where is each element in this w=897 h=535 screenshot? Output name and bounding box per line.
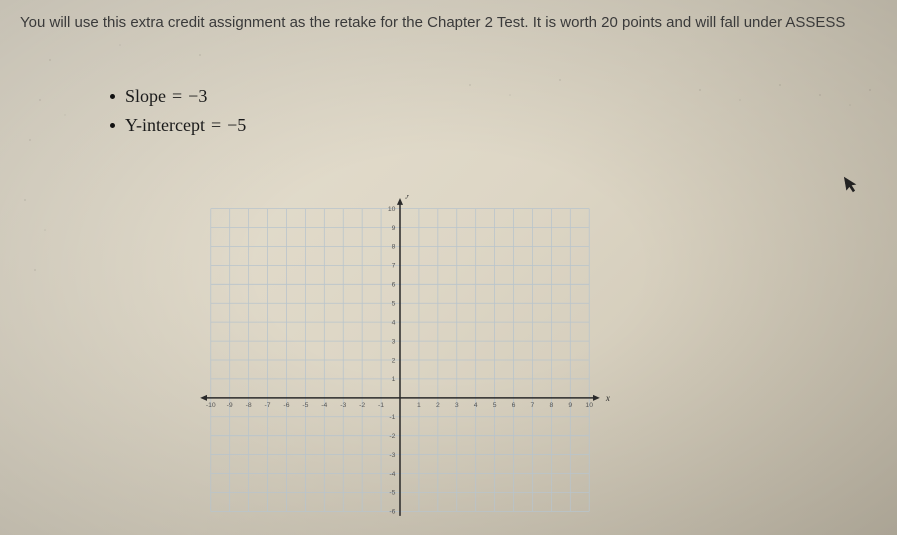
svg-text:y: y: [405, 195, 411, 199]
svg-text:-2: -2: [389, 433, 395, 440]
slope-label: Slope: [125, 82, 166, 111]
svg-text:2: 2: [392, 357, 396, 364]
svg-text:7: 7: [531, 402, 535, 409]
svg-text:3: 3: [392, 338, 396, 345]
svg-text:-3: -3: [389, 452, 395, 459]
svg-text:7: 7: [392, 263, 396, 270]
svg-text:5: 5: [493, 402, 497, 409]
equals-sign: =: [211, 111, 221, 140]
svg-text:-6: -6: [283, 402, 289, 409]
bullet-yintercept: Y-intercept = −5: [110, 111, 246, 140]
svg-text:10: 10: [585, 402, 593, 409]
equals-sign: =: [172, 82, 182, 111]
svg-text:5: 5: [392, 301, 396, 308]
cursor-icon: [843, 174, 861, 199]
svg-text:6: 6: [392, 282, 396, 289]
svg-text:2: 2: [436, 402, 440, 409]
svg-text:-3: -3: [340, 402, 346, 409]
svg-text:4: 4: [474, 402, 478, 409]
svg-text:-7: -7: [265, 402, 271, 409]
svg-text:-4: -4: [389, 471, 395, 478]
svg-text:-10: -10: [206, 402, 216, 409]
svg-text:9: 9: [392, 225, 396, 232]
svg-text:-9: -9: [227, 402, 233, 409]
yintercept-label: Y-intercept: [125, 111, 205, 140]
svg-text:-4: -4: [321, 402, 327, 409]
bullet-dot-icon: [110, 123, 115, 128]
svg-text:9: 9: [568, 402, 572, 409]
svg-text:-6: -6: [389, 509, 395, 516]
svg-text:1: 1: [417, 402, 421, 409]
yintercept-value: −5: [227, 111, 246, 140]
svg-text:10: 10: [388, 206, 396, 213]
bullet-slope: Slope = −3: [110, 82, 246, 111]
svg-text:-5: -5: [389, 490, 395, 497]
svg-text:1: 1: [392, 376, 396, 383]
svg-text:8: 8: [392, 244, 396, 251]
grid-svg: -10 -9 -8 -7 -6 -5 -4 -3 -2 -1 1 2 3 4 5 6 7 8 9 10 1 2 3 4 5 6 7 8…: [120, 195, 680, 525]
svg-text:x: x: [605, 393, 610, 403]
svg-text:6: 6: [512, 402, 516, 409]
instruction-text: You will use this extra credit assignmen…: [20, 14, 845, 31]
svg-text:8: 8: [549, 402, 553, 409]
problem-givens: Slope = −3 Y-intercept = −5: [110, 82, 246, 140]
svg-text:-2: -2: [359, 402, 365, 409]
svg-text:-8: -8: [246, 402, 252, 409]
svg-text:-1: -1: [378, 402, 384, 409]
svg-text:3: 3: [455, 402, 459, 409]
slope-value: −3: [188, 82, 207, 111]
coordinate-grid: -10 -9 -8 -7 -6 -5 -4 -3 -2 -1 1 2 3 4 5 6 7 8 9 10 1 2 3 4 5 6 7 8…: [120, 195, 680, 525]
svg-text:4: 4: [392, 319, 396, 326]
svg-text:-1: -1: [389, 414, 395, 421]
bullet-dot-icon: [110, 94, 115, 99]
svg-text:-5: -5: [302, 402, 308, 409]
